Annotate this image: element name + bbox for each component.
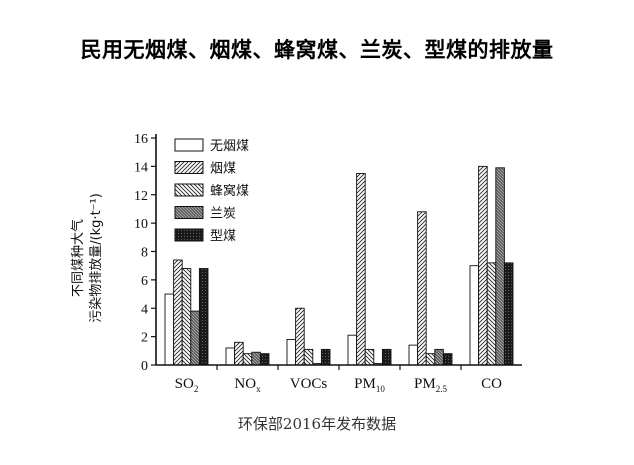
y-tick-label: 4 [141, 302, 148, 317]
bar-5-5 [442, 353, 453, 366]
page-title: 民用无烟煤、烟煤、蜂窝煤、兰炭、型煤的排放量 [80, 38, 554, 62]
bar-1-6 [469, 265, 480, 366]
bar-3-2 [242, 353, 253, 366]
bar-1-5 [408, 344, 419, 366]
y-axis-label: 不同煤种大气 污染物排放量/(kg·t⁻¹) [70, 193, 104, 323]
legend-label: 烟煤 [210, 162, 236, 177]
bar-3-6 [486, 262, 497, 366]
bar-3-4 [364, 348, 375, 366]
legend-swatch [174, 138, 204, 152]
bar-1-2 [225, 347, 236, 366]
bar-5-6 [503, 262, 514, 366]
bar-2-4 [356, 173, 366, 366]
x-category-label: CO [481, 376, 502, 392]
x-category-label: PM10 [354, 376, 385, 394]
x-category-label: VOCs [290, 376, 328, 392]
y-tick-label: 10 [134, 217, 148, 232]
legend-label: 无烟煤 [210, 139, 249, 154]
x-axis-categories: SO2 NOx VOCs PM10 PM2.5 CO [175, 376, 502, 394]
y-tick-label: 14 [134, 160, 148, 175]
bar-4-2 [251, 351, 261, 366]
bar-2-5 [417, 211, 427, 366]
x-category-label: SO2 [175, 376, 199, 394]
y-tick-label: 16 [134, 132, 148, 147]
bar-5-4 [381, 348, 392, 366]
bar-2-3 [295, 307, 305, 366]
bar-2-6 [478, 165, 488, 366]
legend-swatch [174, 206, 204, 219]
y-tick-label: 2 [141, 331, 148, 346]
bar-2-2 [234, 341, 244, 366]
bar-5-2 [259, 353, 270, 366]
legend-label: 兰炭 [210, 207, 236, 222]
emission-chart: 不同煤种大气 污染物排放量/(kg·t⁻¹) 0 2 4 6 8 10 12 14 16 SO2… [60, 118, 580, 398]
bar-1-4 [347, 334, 358, 366]
y-axis-ticks: 0 2 4 6 8 10 12 14 16 [134, 132, 156, 374]
bar-2-1 [173, 259, 183, 366]
legend-label: 蜂窝煤 [210, 183, 249, 199]
bar-4-1 [190, 310, 200, 366]
y-tick-label: 12 [134, 189, 148, 204]
y-tick-label: 8 [141, 246, 148, 261]
axes [155, 134, 522, 370]
bar-1-3 [286, 339, 297, 366]
bar-3-5 [425, 353, 436, 366]
bar-5-3 [320, 348, 331, 366]
y-axis-label-line-1: 不同煤种大气 [70, 219, 86, 297]
bar-4-5 [434, 348, 444, 366]
source-note: 环保部2016年发布数据 [237, 415, 397, 433]
bar-4-6 [495, 167, 505, 366]
x-category-label: PM2.5 [414, 376, 447, 394]
bar-1-1 [164, 293, 175, 366]
x-category-label: NOx [234, 376, 261, 394]
legend-label: 型煤 [210, 229, 236, 244]
legend-swatch [174, 161, 204, 174]
y-tick-label: 6 [141, 274, 148, 289]
y-tick-label: 0 [141, 359, 148, 374]
legend-swatch [174, 228, 204, 242]
legend-swatch [174, 183, 204, 197]
bars [164, 165, 514, 366]
bar-3-3 [303, 348, 314, 366]
chart-svg: 不同煤种大气 污染物排放量/(kg·t⁻¹) 0 2 4 6 8 10 12 14 16 SO2… [70, 132, 522, 394]
bar-5-1 [198, 268, 209, 366]
bar-3-1 [181, 268, 192, 366]
y-axis-label-line-2: 污染物排放量/(kg·t⁻¹) [89, 193, 104, 323]
